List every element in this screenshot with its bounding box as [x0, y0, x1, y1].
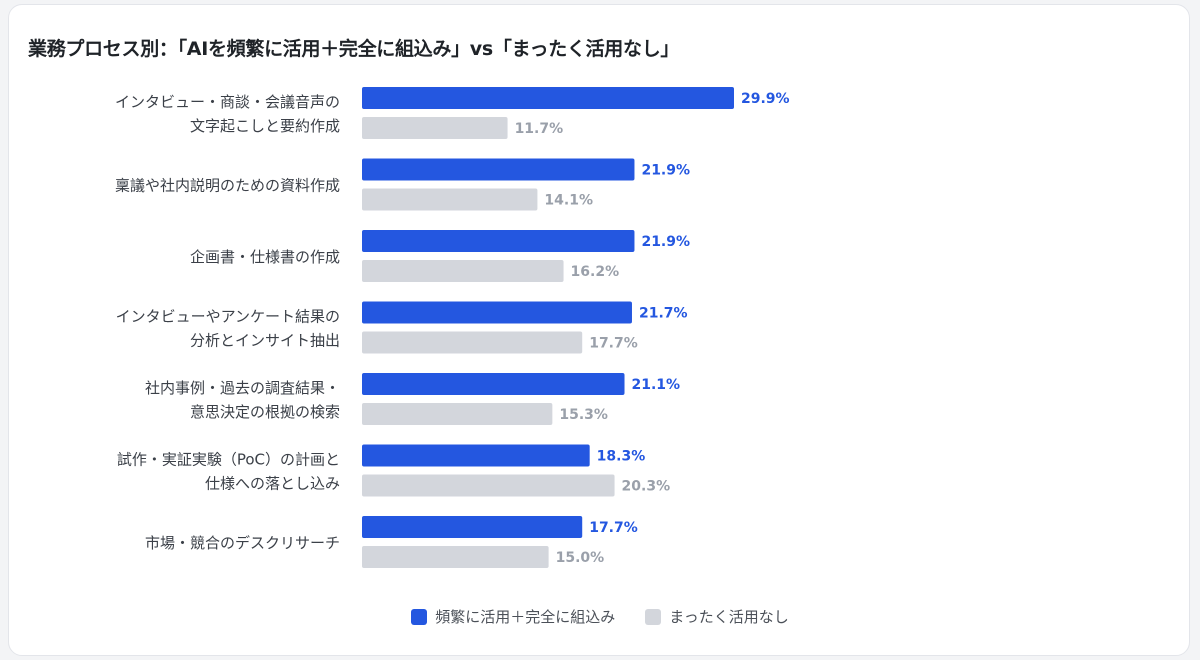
bar-frequent	[362, 373, 625, 395]
chart-title: 業務プロセス別：「AIを頻繁に活用＋完全に組込み」vs「まったく活用なし」	[28, 38, 680, 60]
bar-frequent	[362, 230, 635, 252]
category-label: 市場・競合のデスクリサーチ	[145, 534, 340, 552]
data-label: 18.3%	[597, 449, 646, 465]
legend-label-none: まったく活用なし	[669, 608, 789, 626]
data-label: 14.1%	[544, 193, 593, 209]
bar-frequent	[362, 87, 734, 109]
bar-none	[362, 474, 615, 497]
data-label: 20.3%	[622, 479, 671, 495]
legend-item-none: まったく活用なし	[645, 606, 789, 627]
bar-none	[362, 188, 538, 211]
chart-card	[8, 4, 1190, 656]
data-label: 16.2%	[571, 264, 620, 280]
legend-swatch-frequent	[411, 608, 428, 625]
bar-none	[362, 546, 549, 568]
category-label: 試作・実証実験（PoC）の計画と	[117, 451, 340, 469]
bar-none	[362, 331, 583, 354]
category-label: 仕様への落とし込み	[205, 475, 340, 493]
bar-frequent	[362, 158, 635, 181]
data-label: 17.7%	[589, 520, 638, 536]
category-label: 企画書・仕様書の作成	[190, 248, 340, 266]
legend-swatch-none	[645, 608, 662, 625]
data-label: 21.9%	[641, 234, 690, 250]
data-label: 21.1%	[632, 377, 681, 393]
category-label: インタビューやアンケート結果の	[116, 308, 340, 326]
data-label: 15.0%	[556, 550, 605, 566]
legend-label-frequent: 頻繁に活用＋完全に組込み	[435, 608, 616, 626]
bar-none	[362, 403, 553, 425]
data-label: 17.7%	[589, 336, 638, 352]
legend: 頻繁に活用＋完全に組込み まったく活用なし	[0, 606, 1200, 627]
bar-none	[362, 260, 564, 282]
category-label: 文字起こしと要約作成	[190, 117, 340, 135]
bar-none	[362, 117, 508, 139]
data-label: 15.3%	[559, 407, 608, 423]
bar-frequent	[362, 444, 590, 467]
legend-item-frequent: 頻繁に活用＋完全に組込み	[411, 606, 615, 627]
data-label: 21.7%	[639, 306, 688, 322]
bar-frequent	[362, 301, 632, 324]
data-label: 29.9%	[741, 91, 790, 107]
data-label: 21.9%	[641, 163, 690, 179]
category-label: インタビュー・商談・会議音声の	[115, 93, 340, 111]
category-label: 意思決定の根拠の検索	[190, 403, 340, 421]
data-label: 11.7%	[515, 121, 564, 137]
bar-frequent	[362, 516, 583, 538]
category-label: 社内事例・過去の調査結果・	[145, 379, 340, 397]
category-label: 分析とインサイト抽出	[190, 332, 340, 350]
category-label: 稟議や社内説明のための資料作成	[115, 177, 340, 195]
